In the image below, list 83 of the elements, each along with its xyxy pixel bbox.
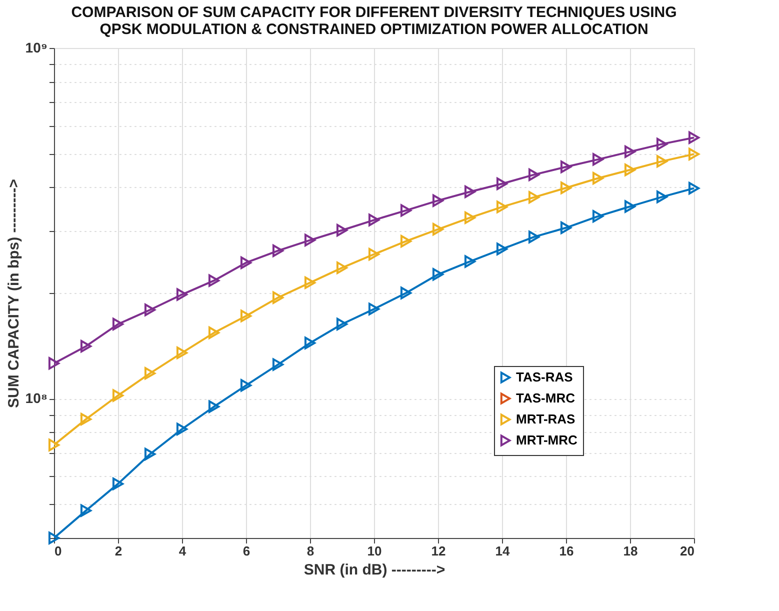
point [176,346,188,360]
point [688,148,700,160]
x-tick-label: 16 [559,544,574,558]
x-axis-title: SNR (in dB) ---------> [304,562,446,578]
point [528,168,540,181]
chart-title: COMPARISON OF SUM CAPACITY FOR DIFFERENT DIVERSITY TECHNIQUES USING QPSK MODULATION & CONSTRAINED OPTIMIZATION POWER ALLOCATION [71,4,677,38]
legend-label: MRT-RAS [516,412,576,426]
x-tick-label: 4 [178,544,187,558]
point [464,185,476,198]
point [432,268,444,281]
x-tick-label: 0 [54,544,62,558]
point [336,262,348,274]
point [304,276,316,289]
point [368,302,380,316]
point [304,336,316,350]
point [656,155,668,168]
point [496,200,508,214]
point [336,224,348,237]
y-tick-label: 10⁹ [25,40,48,56]
point [656,138,668,150]
point [272,291,284,304]
point [240,256,252,269]
point [304,234,316,246]
point [560,182,572,194]
point [272,244,284,257]
point [400,204,412,217]
x-tick-label: 2 [114,544,122,558]
x-tick-label: 20 [680,544,694,558]
point [464,255,476,268]
point [592,172,604,184]
x-tick-label: 18 [623,544,638,558]
point [624,145,636,158]
point [48,357,60,370]
point [112,478,124,490]
point [208,274,220,287]
y-tick-label: 10⁸ [25,390,48,406]
point [112,318,124,330]
legend-label: TAS-RAS [516,370,574,384]
point [688,131,700,144]
point [176,288,188,301]
point [464,211,476,224]
x-tick-label: 12 [431,544,446,558]
point [208,400,220,413]
point [528,230,540,244]
point [208,326,220,340]
x-tick-label: 14 [495,544,510,558]
point [176,422,188,436]
y-axis-title: SUM CAPACITY (in bps) ---------> [5,178,22,408]
point [368,214,380,226]
point [240,310,252,322]
point [400,286,412,300]
legend-label: MRT-MRC [516,432,578,448]
point [528,191,540,204]
point [240,379,252,392]
point [368,248,380,260]
point [432,194,444,207]
x-tick-label: 10 [367,544,382,558]
point [80,340,92,352]
x-tick-label: 8 [306,544,314,558]
point [80,412,92,426]
point [592,210,604,223]
point [144,448,156,460]
point [592,153,604,166]
point [688,182,700,194]
point [656,190,668,204]
point [560,160,572,174]
point [400,234,412,248]
legend-label: TAS-MRC [516,390,576,406]
point [624,164,636,176]
point [496,177,508,190]
point [272,358,284,371]
x-tick-label: 6 [242,544,250,558]
point [432,223,444,236]
point [48,532,60,544]
point [80,504,92,517]
point [496,242,508,256]
point [336,318,348,330]
point [144,304,156,316]
point [624,200,636,213]
point [144,367,156,380]
point [560,222,572,234]
point [112,389,124,402]
point [48,438,60,452]
